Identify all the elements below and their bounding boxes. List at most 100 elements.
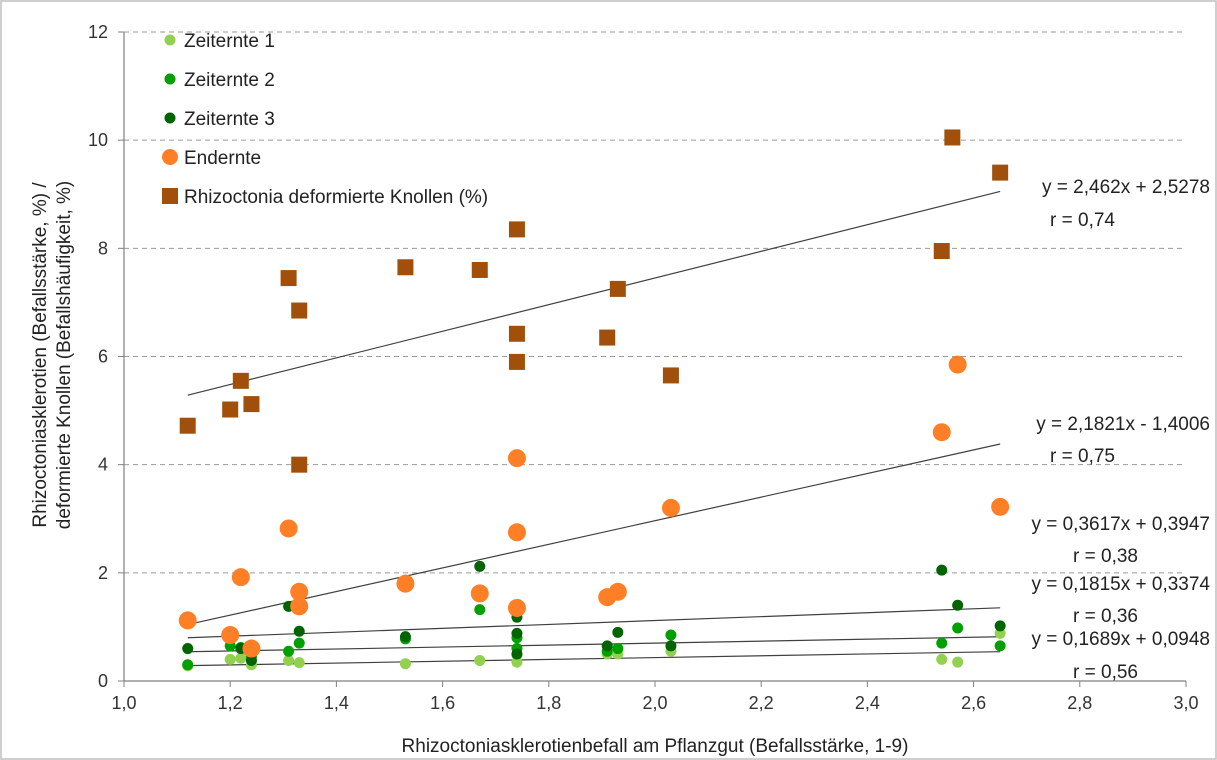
data-point-circle [601, 640, 613, 652]
data-point-square [609, 280, 626, 297]
data-point-square [599, 329, 616, 346]
data-point-circle [936, 637, 948, 649]
y-tick-label: 0 [98, 671, 108, 691]
data-point-circle [290, 582, 309, 601]
data-point-circle [245, 654, 257, 666]
data-point-circle [293, 625, 305, 637]
y-axis-title-line1: Rhizoctoniasklerotien (Befallsstärke, %)… [30, 182, 51, 528]
trendline [187, 607, 1001, 639]
trendline [187, 651, 1001, 667]
legend-label: Rhizoctonia deformierte Knollen (%) [184, 187, 488, 208]
data-point-circle [470, 584, 489, 603]
legend-label: Zeiternte 3 [184, 109, 275, 130]
x-tick-label: 1,6 [430, 693, 455, 713]
data-point-circle [665, 629, 677, 641]
data-point-square [471, 261, 488, 278]
data-point-circle [994, 627, 1006, 639]
trend-equation: y = 0,3617x + 0,3947 [1031, 514, 1210, 535]
data-point-circle [231, 568, 250, 587]
data-point-circle [952, 599, 964, 611]
data-point-circle [235, 652, 247, 664]
data-point-circle [952, 622, 964, 634]
data-point-square [508, 325, 525, 342]
gridlines [124, 31, 1186, 574]
data-point-circle [399, 631, 411, 643]
data-point-square [508, 353, 525, 370]
trend-r-value: r = 0,38 [1073, 546, 1138, 567]
x-tick-label: 1,2 [218, 693, 243, 713]
data-point-circle [182, 643, 194, 655]
trend-equation: y = 2,1821x - 1,4006 [1036, 414, 1210, 435]
legend-marker [164, 112, 176, 124]
data-point-circle [948, 355, 967, 374]
data-point-square [933, 243, 950, 260]
x-tick-label: 2,2 [749, 693, 774, 713]
data-point-circle [665, 640, 677, 652]
trend-r-value: r = 0,74 [1050, 210, 1115, 231]
data-point-circle [474, 604, 486, 616]
trend-r-value: r = 0,56 [1073, 662, 1138, 683]
data-point-circle [991, 497, 1010, 516]
data-point-square [397, 259, 414, 276]
trendlines [187, 190, 1001, 667]
trend-equations: y = 0,1689x + 0,0948 r = 0,56 y = 0,1815x … [1031, 177, 1210, 683]
data-point-circle [182, 659, 194, 671]
data-point-square [232, 372, 249, 389]
data-point-square [291, 302, 308, 319]
x-tick-label: 1,8 [536, 693, 561, 713]
data-point-circle [474, 654, 486, 666]
trendline [187, 636, 1001, 653]
data-point-circle [242, 639, 261, 658]
data-point-circle [511, 627, 523, 639]
axes: 0 2 4 6 8 10 12 1,0 1,2 1,4 1,6 1,8 2,0 2,2 2,4 2,6 2,8 3… [88, 22, 1199, 713]
data-point-square [280, 270, 297, 287]
data-point-circle [994, 620, 1006, 632]
data-point-circle [608, 582, 627, 601]
data-point-circle [399, 658, 411, 670]
data-point-circle [932, 423, 951, 442]
trendline [187, 443, 1001, 626]
legend-marker [162, 188, 178, 204]
y-axis-title-line2: deformierte Knollen (Befallshäufigkeit, … [54, 181, 75, 530]
x-tick-label: 2,0 [642, 693, 667, 713]
data-point-square [222, 401, 239, 418]
x-tick-label: 3,0 [1173, 693, 1198, 713]
legend-marker [164, 34, 176, 46]
data-point-square [508, 221, 525, 238]
legend: Zeiternte 1 Zeiternte 2 Zeiternte 3 Endernt… [162, 31, 488, 208]
data-point-square [243, 396, 260, 413]
data-point-circle [178, 611, 197, 630]
y-tick-label: 6 [98, 347, 108, 367]
data-point-circle [474, 560, 486, 572]
x-axis-title: Rhizoctoniasklerotienbefall am Pflanzgut… [402, 736, 909, 757]
data-point-circle [612, 626, 624, 638]
data-points [178, 129, 1010, 672]
x-tick-label: 2,4 [855, 693, 880, 713]
data-point-circle [224, 653, 236, 665]
x-tick-label: 1,4 [324, 693, 349, 713]
data-point-circle [283, 645, 295, 657]
legend-marker [164, 73, 176, 85]
data-point-square [662, 367, 679, 384]
legend-label: Zeiternte 2 [184, 70, 275, 91]
y-tick-label: 2 [98, 563, 108, 583]
data-point-circle [511, 648, 523, 660]
trend-equation: y = 2,462x + 2,5278 [1042, 177, 1210, 198]
data-point-circle [507, 598, 526, 617]
legend-marker [162, 149, 178, 165]
y-tick-label: 10 [88, 130, 108, 150]
data-point-circle [994, 640, 1006, 652]
data-point-square [179, 417, 196, 434]
data-point-square [291, 456, 308, 473]
data-point-circle [221, 626, 240, 645]
data-point-circle [293, 637, 305, 649]
trend-r-value: r = 0,36 [1073, 606, 1138, 627]
x-tick-label: 1,0 [111, 693, 136, 713]
x-tick-label: 2,6 [961, 693, 986, 713]
legend-label: Endernte [184, 148, 261, 169]
data-point-circle [507, 523, 526, 542]
data-point-square [992, 164, 1009, 181]
